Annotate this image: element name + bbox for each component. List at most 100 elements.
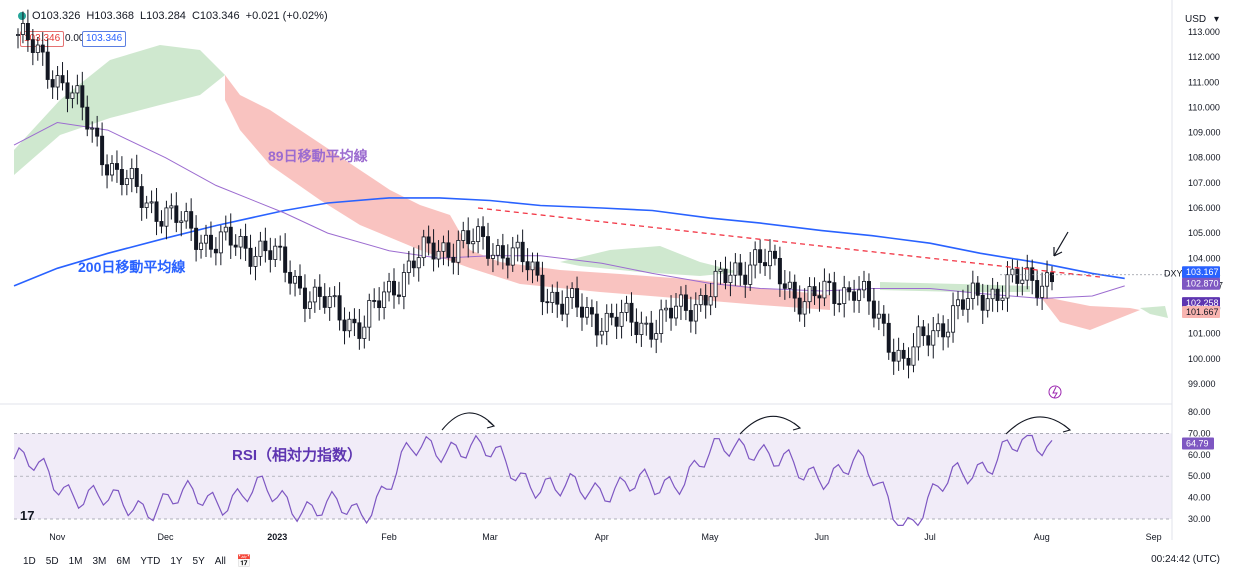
candle-body: [644, 322, 649, 325]
timeframe-1m[interactable]: 1M: [68, 555, 83, 567]
chart-canvas[interactable]: 17 113.000 112.000 111.000 110.000 109.000 10…: [0, 0, 1236, 548]
candle-body: [520, 241, 525, 263]
candle-body: [174, 205, 179, 223]
curved-arrow-icon: [1005, 416, 1071, 435]
price-tick: 101.000: [1188, 329, 1221, 339]
price-label: 102.870: [1186, 279, 1219, 289]
price-tick: 110.000: [1188, 102, 1220, 112]
candle-body: [956, 299, 961, 307]
price-tick: 112.000: [1188, 52, 1220, 62]
candle-body: [228, 226, 233, 246]
candle-body: [100, 135, 105, 166]
candle-body: [545, 301, 550, 304]
candle-body: [965, 298, 970, 310]
candle-body: [896, 349, 901, 362]
timeframe-3m[interactable]: 3M: [92, 555, 107, 567]
candle-body: [733, 262, 738, 276]
candle-body: [946, 331, 951, 338]
candle-body: [283, 246, 288, 273]
rsi-line: [13, 434, 1053, 527]
candle-body: [20, 23, 25, 35]
candle-body: [144, 202, 149, 208]
time-tick: Apr: [595, 532, 609, 542]
candle-body: [540, 274, 545, 303]
candle-body: [960, 299, 965, 310]
price-label-bg: [1182, 305, 1220, 318]
candle-body: [208, 234, 213, 250]
calendar-icon[interactable]: 📅: [236, 554, 252, 568]
candle-body: [105, 164, 110, 176]
change-value: +0.021 (+0.02%): [245, 10, 328, 22]
candle-body: [862, 281, 867, 291]
candle-body: [495, 245, 500, 256]
candle-body: [481, 226, 486, 237]
annotations-layer: [477, 207, 1172, 399]
timeframe-all[interactable]: All: [214, 555, 226, 567]
candle-body: [119, 169, 124, 186]
candle-body: [911, 346, 916, 366]
rsi-axis[interactable]: 80.00 70.00 60.00 50.00 40.00 30.00 64.79: [1182, 407, 1214, 524]
candle-body: [1045, 272, 1050, 287]
timeframe-ytd[interactable]: YTD: [140, 555, 161, 567]
timeframe-1y[interactable]: 1Y: [170, 555, 183, 567]
candle-body: [139, 186, 144, 208]
candle-body: [268, 250, 273, 260]
time-tick: Jul: [924, 532, 936, 542]
candle-body: [931, 330, 936, 346]
candle-body: [599, 330, 604, 336]
time-tick: Feb: [381, 532, 397, 542]
candle-body: [584, 307, 589, 318]
ichimoku-cloud: [14, 45, 1168, 330]
candle-body: [307, 301, 312, 309]
candle-body: [1020, 279, 1025, 284]
candle-body: [248, 247, 253, 267]
candle-body: [223, 226, 228, 233]
event-flash-icon[interactable]: [1048, 385, 1062, 399]
timeframe-5y[interactable]: 5Y: [192, 555, 205, 567]
candle-body: [936, 323, 941, 332]
buy-price-button[interactable]: 103.346: [82, 31, 127, 47]
candle-body: [708, 296, 713, 306]
candle-body: [792, 281, 797, 299]
timeframe-5d[interactable]: 5D: [45, 555, 59, 567]
candle-body: [852, 291, 857, 301]
cloud-bear-area: [225, 75, 830, 310]
candle-body: [199, 242, 204, 250]
candle-body: [926, 335, 931, 346]
timeframe-6m[interactable]: 6M: [116, 555, 131, 567]
pointer-arrow-icon: [1053, 231, 1069, 257]
candle-body: [683, 294, 688, 311]
candle-body: [476, 226, 481, 242]
candle-body: [15, 34, 20, 36]
curved-arrow-icon: [441, 412, 495, 431]
candle-body: [975, 282, 980, 296]
cloud-bull-area: [560, 246, 740, 276]
candle-body: [743, 274, 748, 285]
timeframe-1d[interactable]: 1D: [23, 555, 36, 567]
price-tick: 113.000: [1188, 27, 1220, 37]
price-tick: 99.000: [1188, 379, 1216, 389]
arrowhead-icon: [1062, 424, 1072, 433]
price-axis[interactable]: 113.000 112.000 111.000 110.000 109.000 108.0…: [1164, 0, 1223, 540]
candle-body: [1030, 267, 1035, 281]
candle-body: [258, 240, 263, 257]
currency-select[interactable]: USD ▾: [1181, 10, 1223, 28]
candle-body: [758, 249, 763, 263]
candle-body: [159, 221, 164, 227]
candle-body: [134, 168, 139, 187]
ma200-annotation: 200日移動平均線: [78, 259, 185, 275]
candle-body: [466, 230, 471, 245]
candle-body: [575, 288, 580, 308]
candle-body: [777, 257, 782, 285]
candle-body: [396, 294, 401, 297]
candle-body: [565, 297, 570, 315]
high-value: H103.368: [86, 10, 135, 22]
time-axis[interactable]: Nov Dec 2023 Feb Mar Apr May Jun Jul Aug Sep: [49, 532, 1161, 542]
time-tick: May: [701, 532, 719, 542]
candle-body: [654, 333, 659, 340]
bottom-toolbar: 1D 5D 1M 3M 6M YTD 1Y 5Y All 📅 00:24:42 (UTC): [0, 548, 1236, 574]
candle-body: [35, 44, 40, 53]
candle-body: [748, 264, 753, 285]
candle-body: [901, 349, 906, 359]
candle-body: [114, 163, 119, 170]
